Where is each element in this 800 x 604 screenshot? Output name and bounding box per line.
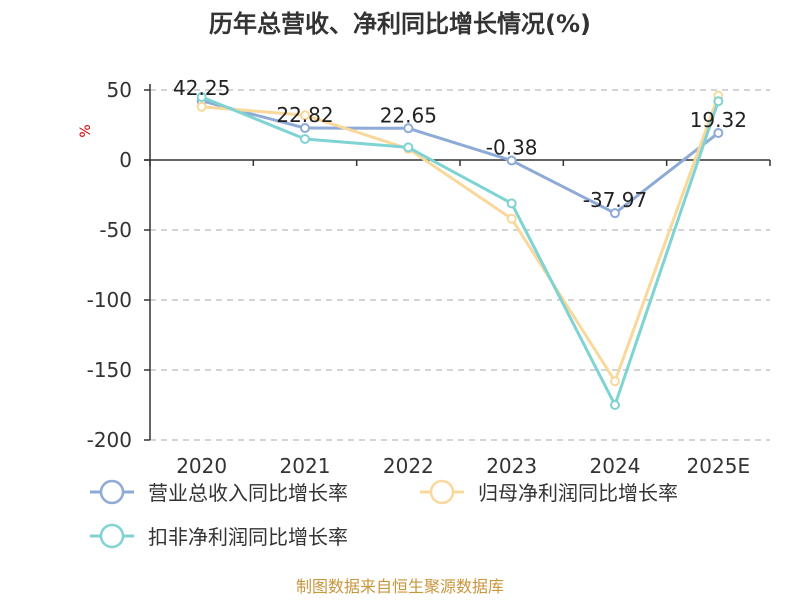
series-point bbox=[300, 134, 310, 144]
series-point bbox=[713, 127, 724, 138]
series-point bbox=[506, 213, 517, 224]
series-line bbox=[201, 95, 720, 383]
legend-marker bbox=[429, 479, 455, 505]
series-point bbox=[403, 123, 414, 134]
y-tick-label: -200 bbox=[87, 428, 132, 452]
series-point bbox=[300, 123, 310, 134]
y-tick-label: -100 bbox=[87, 288, 132, 312]
series-point bbox=[713, 96, 724, 107]
legend-marker bbox=[99, 479, 125, 505]
series-point bbox=[403, 142, 414, 153]
y-axis-unit: % bbox=[78, 124, 94, 137]
legend-label: 营业总收入同比增长率 bbox=[148, 481, 348, 505]
y-tick-label: -50 bbox=[99, 218, 132, 242]
data-source-note: 制图数据来自恒生聚源数据库 bbox=[296, 577, 504, 596]
data-label: 42.25 bbox=[173, 76, 230, 100]
series-point bbox=[506, 155, 517, 166]
x-tick-label: 2022 bbox=[383, 454, 434, 478]
series-point bbox=[300, 110, 310, 121]
data-label: 22.65 bbox=[380, 103, 437, 127]
data-label: 19.32 bbox=[690, 108, 747, 132]
series-point bbox=[610, 400, 620, 410]
data-labels: 42.25 22.82 22.65 -0.38 -37.97 19.32 bbox=[173, 76, 747, 212]
legend-label: 扣非净利润同比增长率 bbox=[148, 525, 348, 549]
series-line bbox=[201, 95, 720, 407]
x-tick-label: 2020 bbox=[176, 454, 227, 478]
series-point bbox=[196, 101, 207, 112]
series-line bbox=[201, 99, 720, 215]
series-point bbox=[506, 198, 517, 209]
data-label: -0.38 bbox=[486, 136, 538, 160]
x-tick-label: 2025E bbox=[687, 454, 751, 478]
chart-title: 历年总营收、净利同比增长情况(%) bbox=[209, 10, 591, 38]
y-tick-label: 0 bbox=[119, 148, 132, 172]
x-tick-label: 2023 bbox=[486, 454, 537, 478]
y-tick-label: 50 bbox=[107, 78, 132, 102]
series-point bbox=[610, 376, 620, 387]
axes: 50 0 -50 -100 -150 -200 2020 2021 2022 2023 2024 20… bbox=[87, 78, 771, 478]
series-point bbox=[610, 208, 620, 219]
series-point bbox=[196, 92, 207, 102]
data-label: 22.82 bbox=[276, 103, 333, 127]
y-tick-label: -150 bbox=[87, 358, 132, 382]
legend-label: 归母净利润同比增长率 bbox=[478, 481, 678, 505]
series-lines bbox=[196, 90, 724, 410]
legend-marker bbox=[99, 523, 125, 549]
grid-lines bbox=[150, 89, 770, 441]
x-tick-label: 2021 bbox=[280, 454, 331, 478]
x-tick-label: 2024 bbox=[590, 454, 641, 478]
data-label: -37.97 bbox=[583, 188, 647, 212]
